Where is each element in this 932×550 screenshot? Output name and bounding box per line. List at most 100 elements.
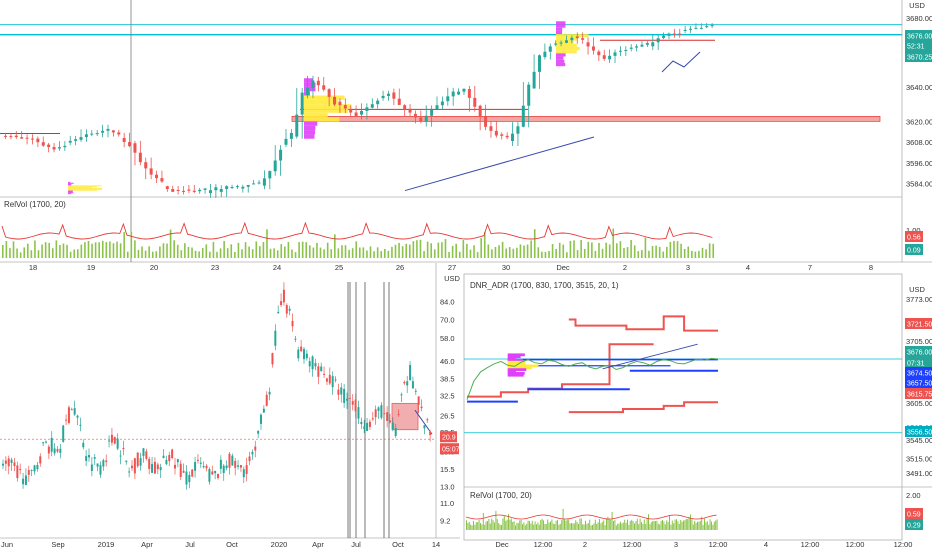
bl-candle-body: [47, 446, 50, 454]
top-relvol-bar: [319, 247, 322, 258]
bl-candle-body: [119, 455, 122, 457]
top-relvol-bar: [262, 242, 265, 258]
top-candle-body: [235, 186, 239, 188]
top-relvol-bar: [180, 250, 183, 258]
top-volume-profile-bar: [304, 104, 352, 109]
br-relvol-bar: [669, 515, 670, 530]
top-candle-body: [689, 28, 693, 30]
br-time-axis[interactable]: Dec 12:00 2 12:00 3 12:00 4 12:00 12:00 12:00: [495, 540, 912, 549]
top-relvol-badge-green-text: 0.09: [907, 248, 921, 255]
top-candle-body: [333, 96, 337, 105]
br-price-tick-label: 3491.00: [906, 469, 932, 478]
bl-price-axis[interactable]: 9.211.013.015.518.522.526.532.538.546.05…: [440, 297, 455, 525]
top-candle-body: [381, 95, 385, 99]
top-relvol-bar: [623, 248, 625, 258]
top-relvol-badges: 0.56 0.09: [905, 231, 923, 255]
br-relvol-bar: [558, 524, 560, 530]
top-relvol-bar: [294, 252, 297, 258]
top-relvol-bar: [194, 250, 197, 258]
br-relvol-bar: [708, 524, 710, 530]
br-relvol-bar: [656, 520, 658, 530]
top-candle-body: [699, 27, 703, 29]
br-relvol-bar: [480, 523, 481, 530]
top-relvol-bar: [166, 243, 168, 258]
top-candle-body: [187, 189, 191, 191]
top-relvol-bar: [619, 241, 622, 258]
br-price-badge-level-box: [905, 377, 932, 388]
top-relvol-bar: [608, 244, 611, 258]
br-time-tick-label: 12:00: [846, 540, 865, 549]
br-relvol-bar: [527, 520, 529, 530]
top-relvol-bar: [398, 242, 400, 258]
top-relvol-bar: [155, 251, 158, 258]
top-candle-body: [122, 137, 126, 143]
bl-candle-body: [414, 390, 417, 392]
br-price-badge-level-box: [905, 367, 932, 378]
top-time-tick-label: 23: [211, 263, 219, 272]
bl-candle-body: [205, 465, 208, 469]
bl-candle-body: [426, 419, 429, 421]
top-relvol-bar: [255, 241, 258, 258]
top-candle-body: [257, 182, 261, 184]
bottom-right-chart-pane[interactable]: USD DNR_ADR (1700, 830, 1700, 3515, 20, …: [463, 273, 932, 549]
bl-candle-body: [145, 451, 148, 459]
top-relvol-bar: [669, 241, 672, 258]
br-relvol-bar: [681, 521, 683, 530]
top-price-tick-label: 3620.00: [906, 117, 932, 126]
top-relvol-bar: [312, 247, 315, 258]
bottom-left-chart-pane[interactable]: USD 9.211.013.015.518.522.526.532.538.54…: [0, 263, 469, 549]
br-relvol-bar: [519, 520, 521, 530]
top-candle-body: [694, 27, 698, 29]
bl-candle-body: [383, 413, 386, 415]
br-price-tick-label: 3545.00: [906, 436, 932, 445]
bl-candle-body: [185, 471, 188, 485]
br-relvol-bar: [642, 523, 644, 530]
br-relvol-bar: [697, 521, 698, 530]
br-relvol-bar: [674, 519, 676, 530]
top-candle-body: [564, 40, 568, 43]
top-chart-pane[interactable]: USD 3584.00 3596.00 3608.00 3620.00 3640.00 3…: [0, 0, 932, 272]
br-relvol-bar: [489, 523, 491, 530]
bl-red-box: [391, 402, 419, 431]
br-price-badge-last-text: 3676.00: [907, 350, 932, 357]
top-relvol-bar: [587, 241, 590, 258]
br-relvol-bar: [531, 520, 533, 530]
top-relvol-bar: [412, 241, 415, 258]
top-candle-body: [95, 133, 99, 135]
br-frame: [463, 273, 903, 541]
br-relvol-bar: [687, 519, 689, 530]
br-relvol-bar: [673, 523, 675, 530]
top-volume-profile-bar: [304, 112, 328, 118]
top-volume-profile-bar: [68, 185, 102, 187]
top-candle-body: [575, 36, 579, 39]
top-relvol-bar: [380, 251, 383, 258]
br-relvol-bar: [509, 519, 511, 530]
br-relvol-bar: [593, 523, 595, 530]
top-relvol-bar: [658, 246, 661, 258]
bl-candle-body: [99, 465, 102, 475]
bl-candle-body: [125, 460, 128, 462]
br-relvol-badges: 0.59 0.29: [905, 508, 923, 530]
bl-price-tick-label: 11.0: [440, 499, 454, 508]
top-relvol-badge-red-box: [905, 231, 923, 242]
bl-time-axis[interactable]: Jun Sep 2019 Apr Jul Oct 2020 Apr Jul Oct 14: [1, 540, 440, 549]
top-volume-profile-bar: [556, 53, 566, 57]
top-relvol-bar: [523, 245, 525, 258]
top-candle-body: [327, 89, 331, 97]
br-relvol-bar: [477, 522, 479, 530]
top-candle-body: [155, 174, 159, 179]
top-relvol-bar: [576, 250, 579, 258]
top-relvol-bar: [59, 244, 61, 258]
br-relvol-bar: [680, 519, 682, 530]
top-time-axis[interactable]: 18 19 20 23 24 25 26 27 30 Dec 2 3 4 7 8: [29, 263, 873, 272]
br-relvol-bar: [537, 522, 539, 530]
br-relvol-bar: [569, 523, 571, 530]
bl-candle-body: [214, 470, 217, 474]
top-relvol-bar: [594, 250, 597, 258]
br-relvol-bar: [701, 516, 703, 530]
br-relvol-bar: [498, 523, 500, 530]
bl-candle-body: [39, 456, 42, 464]
bl-price-badges: 20.9 05:07:29: [440, 431, 469, 455]
top-candle-body: [645, 42, 649, 45]
br-relvol-bar: [475, 522, 477, 530]
